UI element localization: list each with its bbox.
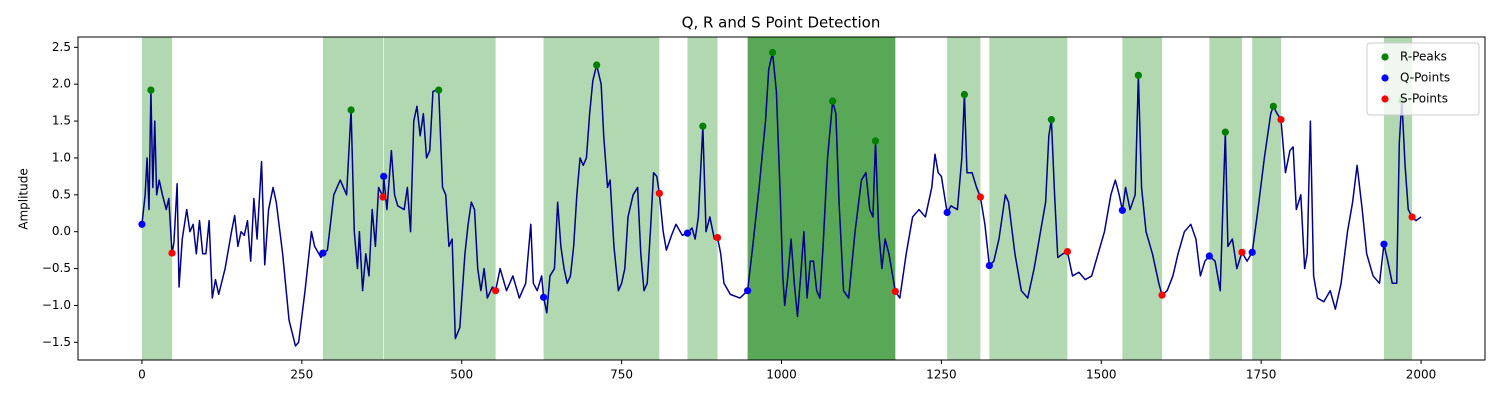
point — [1238, 248, 1246, 256]
point — [1221, 128, 1229, 136]
chart-title: Q, R and S Point Detection — [682, 14, 881, 32]
point — [1269, 102, 1277, 110]
x-tick-label: 750 — [610, 368, 633, 382]
y-tick-label: −0.5 — [42, 261, 71, 275]
x-tick-label: 250 — [290, 368, 313, 382]
point — [492, 287, 500, 295]
point — [347, 106, 355, 114]
point — [1158, 291, 1166, 299]
detection-span — [747, 37, 896, 360]
point — [713, 233, 722, 242]
y-tick-label: −1.5 — [42, 335, 71, 349]
y-tick-label: 0.5 — [52, 187, 71, 201]
point — [168, 249, 176, 257]
point — [985, 262, 993, 270]
x-tick-label: 0 — [138, 368, 146, 382]
legend-marker — [1381, 53, 1389, 61]
point — [435, 86, 443, 94]
x-tick-label: 2000 — [1406, 368, 1437, 382]
point — [699, 122, 707, 130]
detection-span — [687, 37, 718, 360]
x-tick-label: 1750 — [1246, 368, 1277, 382]
legend-marker — [1381, 95, 1389, 103]
point — [1277, 115, 1285, 124]
legend-label: R-Peaks — [1400, 50, 1447, 64]
point — [943, 208, 951, 217]
y-tick-label: 2.0 — [52, 77, 71, 91]
point — [379, 193, 387, 201]
point — [871, 137, 880, 145]
point — [539, 293, 548, 301]
legend: R-Peaks Q-Points S-Points — [1366, 42, 1480, 116]
point — [655, 189, 663, 197]
point — [744, 287, 752, 295]
detection-span — [1209, 37, 1242, 360]
y-tick-label: 2.5 — [52, 40, 71, 54]
detection-span — [383, 37, 496, 360]
point — [1205, 252, 1213, 260]
point — [960, 90, 969, 99]
point — [319, 249, 327, 257]
point — [147, 86, 155, 94]
point — [1063, 247, 1071, 256]
x-tick-label: 1000 — [766, 368, 797, 382]
x-tick-label: 500 — [450, 368, 473, 382]
point — [1118, 206, 1126, 214]
point — [829, 97, 837, 105]
y-tick-label: 1.5 — [52, 114, 71, 128]
point — [138, 220, 146, 228]
legend-marker — [1381, 74, 1389, 82]
point — [976, 193, 984, 201]
point — [1380, 240, 1388, 248]
point — [1248, 248, 1256, 256]
x-tick-label: 1250 — [926, 368, 957, 382]
legend-box — [1366, 42, 1480, 116]
point — [1047, 115, 1055, 124]
y-tick-label: 1.0 — [52, 150, 71, 164]
point — [683, 229, 692, 237]
detection-span — [141, 37, 173, 360]
detection-span — [1252, 37, 1281, 360]
legend-label: S-Points — [1400, 92, 1448, 106]
y-tick-label: 0.0 — [52, 224, 71, 238]
legend-label: Q-Points — [1400, 71, 1450, 85]
point — [380, 172, 388, 180]
detection-span — [989, 37, 1068, 360]
detection-span — [947, 37, 981, 360]
point — [1408, 213, 1416, 221]
point — [593, 61, 601, 69]
point — [1134, 71, 1142, 79]
x-tick-label: 1500 — [1086, 368, 1117, 382]
y-tick-label: −1.0 — [42, 298, 71, 312]
y-axis-label: Amplitude — [17, 168, 31, 230]
plot-area — [138, 37, 1422, 360]
point — [768, 48, 777, 57]
point — [891, 287, 899, 296]
